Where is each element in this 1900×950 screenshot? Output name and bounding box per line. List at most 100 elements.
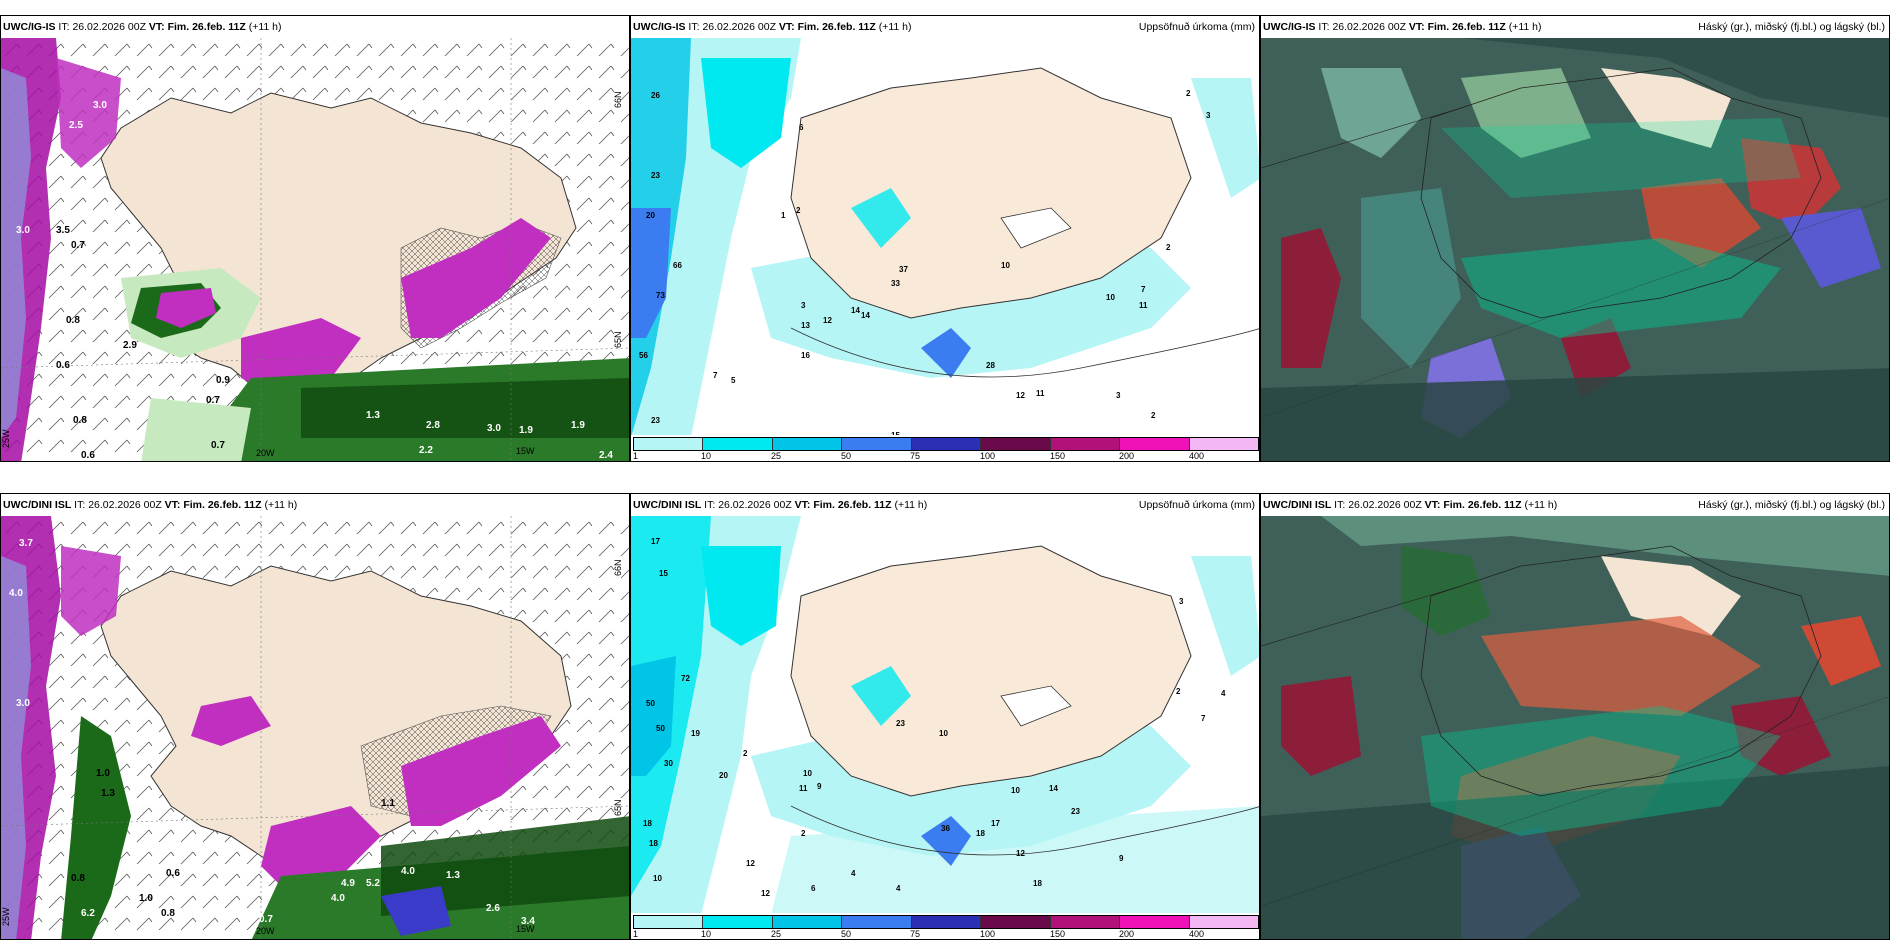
clouds-map-svg [1261,38,1889,461]
panel-clouds-bottom[interactable]: UWC/DINI ISL IT: 26.02.2026 00Z VT: Fim.… [1260,493,1890,940]
precip-map[interactable]: 17 15 72 50 50 30 18 18 10 19 20 2 10 11… [631,516,1259,915]
clouds-map[interactable] [1261,38,1889,461]
legend-swatch [1189,916,1258,928]
wind-value: 0.6 [81,450,95,461]
legend-swatch [842,916,912,928]
legend-label: 200 [1119,929,1135,939]
wind-value: 0.6 [166,868,180,879]
precip-value: 11 [1139,301,1148,310]
panel-header: UWC/IG-IS IT: 26.02.2026 00Z VT: Fim. 26… [1261,16,1889,38]
it-label: IT: [1334,499,1346,511]
precip-value: 36 [941,824,950,833]
wind-value: 1.3 [446,870,460,881]
precip-value: 15 [891,431,900,437]
legend-label: 1 [633,929,639,939]
legend-swatch [1189,438,1258,450]
precip-value: 6 [811,884,816,893]
precip-value: 12 [1016,849,1025,858]
precip-value: 14 [861,311,870,320]
panel-wind-top[interactable]: UWC/IG-IS IT: 26.02.2026 00Z VT: Fim. 26… [0,15,630,462]
precip-value: 18 [976,829,985,838]
wind-value: 4.0 [331,893,345,904]
wind-value: 3.5 [56,225,70,236]
it-value: 26.02.2026 00Z [1332,21,1406,33]
wind-value: 2.4 [599,450,613,461]
wind-value: 0.6 [56,360,70,371]
wind-value: 2.6 [486,903,500,914]
precip-value: 2 [796,206,801,215]
precip-map[interactable]: 26 23 20 66 56 73 23 15 13 7 5 3 16 12 1… [631,38,1259,437]
precip-value: 18 [643,819,652,828]
precip-value: 18 [1033,879,1042,888]
wind-value: 3.0 [16,225,30,236]
wind-map[interactable]: 20W 15W 66N 65N 25W 3.7 4.0 3.0 1.0 1.3 … [1,516,629,939]
vt-label: VT: [1408,21,1425,33]
it-value: 26.02.2026 00Z [88,499,162,511]
it-label: IT: [58,21,70,33]
lead-time: (+11 h) [248,21,282,33]
precip-value: 37 [899,265,908,274]
vt-value: Fim. 26.feb. 11Z [167,21,246,33]
lead-time: (+11 h) [264,499,298,511]
lead-time: (+11 h) [1508,21,1542,33]
lon-label-25w: 25W [1,907,11,926]
vt-value: Fim. 26.feb. 11Z [797,21,876,33]
wind-value: 4.0 [9,588,23,599]
precip-value: 12 [823,316,832,325]
wind-value: 3.0 [93,100,107,111]
precip-value: 7 [1201,714,1206,723]
wind-value: 1.9 [571,420,585,431]
legend-color-bar [633,915,1259,929]
precip-value: 2 [1186,89,1191,98]
clouds-title: Háský (gr.), miðský (fj.bl.) og lágský (… [1698,21,1885,33]
vt-label: VT: [1424,499,1441,511]
precip-map-svg: 26 23 20 66 56 73 23 15 13 7 5 3 16 12 1… [631,38,1259,437]
legend-label: 100 [980,929,996,939]
precip-value: 16 [801,351,810,360]
model-name: UWC/DINI ISL [3,499,72,511]
vt-value: Fim. 26.feb. 11Z [813,499,892,511]
precip-title: Uppsöfnuð úrkoma (mm) [1138,499,1255,511]
precip-value: 15 [659,569,668,578]
legend-swatch [703,438,773,450]
legend-swatch [842,438,912,450]
precip-legend: 1 10 25 50 75 100 150 200 400 [631,435,1259,461]
precip-value: 2 [1151,411,1156,420]
wind-value: 1.3 [366,410,380,421]
precip-value: 30 [664,759,673,768]
legend-swatch [1050,916,1121,928]
wind-value: 0.8 [73,415,87,426]
precip-value: 17 [991,819,1000,828]
legend-label: 50 [841,451,852,461]
legend-swatch [703,916,773,928]
wind-value: 0.7 [211,440,225,451]
wind-value: 3.0 [16,698,30,709]
panel-wind-bottom[interactable]: UWC/DINI ISL IT: 26.02.2026 00Z VT: Fim.… [0,493,630,940]
it-label: IT: [1318,21,1330,33]
precip-value: 50 [656,724,665,733]
panel-clouds-top[interactable]: UWC/IG-IS IT: 26.02.2026 00Z VT: Fim. 26… [1260,15,1890,462]
panel-precip-top[interactable]: UWC/IG-IS IT: 26.02.2026 00Z VT: Fim. 26… [630,15,1260,462]
precip-value: 5 [731,376,736,385]
precip-value: 73 [656,291,665,300]
legend-label: 10 [701,929,712,939]
precip-value: 72 [681,674,690,683]
legend-swatch [772,916,843,928]
clouds-map[interactable] [1261,516,1889,939]
wind-value: 4.9 [341,878,355,889]
wind-value: 0.7 [71,240,85,251]
legend-swatch [634,438,704,450]
precip-title: Uppsöfnuð úrkoma (mm) [1138,21,1255,33]
wind-map[interactable]: 20W 15W 66N 65N 25W 2.5 3.0 3.0 3.5 0.7 … [1,38,629,461]
clouds-map-svg [1261,516,1889,939]
model-name: UWC/IG-IS [633,21,686,33]
wind-value: 2.2 [419,445,433,456]
precip-value: 19 [691,729,700,738]
precip-value: 23 [651,416,660,425]
it-value: 26.02.2026 00Z [702,21,776,33]
it-label: IT: [704,499,716,511]
precip-value: 12 [746,859,755,868]
precip-values-top: 26 23 20 66 56 73 23 15 13 7 5 3 16 12 1… [639,89,1211,437]
panel-precip-bottom[interactable]: UWC/DINI ISL IT: 26.02.2026 00Z VT: Fim.… [630,493,1260,940]
wind-value: 0.8 [161,908,175,919]
